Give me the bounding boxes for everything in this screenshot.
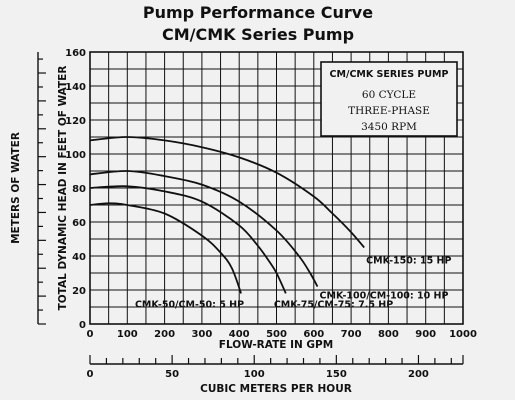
x-tick-label: 700: [341, 329, 362, 340]
y-axis-label: TOTAL DYNAMIC HEAD IN FEET OF WATER: [57, 66, 69, 311]
curve-labels: CMK-150: 15 HP CMK-100/CM-100: 10 HPCMK-7…: [135, 256, 452, 311]
grid-lines: [90, 52, 463, 324]
info-box-frame: [320, 61, 458, 137]
y-tick-labels: 0 20 40 60 80 100 120 140 160: [65, 48, 86, 331]
pump-curve: [89, 136, 365, 249]
x-tick-label: 100: [117, 329, 138, 340]
curve-label: CMK-75/CM-75: 7.5 HP: [274, 299, 393, 310]
x-tick-label: 900: [415, 329, 436, 340]
info-box: CM/CMK SERIES PUMP 60 CYCLE THREE-PHASE …: [320, 61, 458, 137]
cubic-meters-tick-label: 0: [87, 369, 94, 380]
cubic-meters-tick-label: 100: [244, 369, 265, 380]
curve-label: CMK-150: 15 HP: [366, 256, 451, 267]
info-box-line-cycle: 60 CYCLE: [362, 89, 416, 101]
y-tick-label: 80: [72, 184, 86, 195]
info-box-heading: CM/CMK SERIES PUMP: [330, 69, 449, 80]
x-tick-label: 200: [154, 329, 175, 340]
chart-subtitle: CM/CMK Series Pump: [162, 25, 354, 44]
info-box-line-phase: THREE-PHASE: [348, 105, 430, 117]
x-axis-label: FLOW-RATE IN GPM: [219, 339, 333, 351]
cubic-meters-axis: 0 50 100 150 200: [87, 355, 464, 380]
curve-label: CMK-100/CM-100: 10 HP: [320, 291, 449, 302]
y-tick-label: 120: [65, 116, 86, 127]
x-tick-label: 0: [87, 329, 94, 340]
cubic-meters-tick-label: 50: [165, 369, 179, 380]
x-tick-label: 500: [266, 329, 287, 340]
cubic-meters-axis-label: CUBIC METERS PER HOUR: [200, 383, 352, 395]
pump-curve: [89, 185, 287, 294]
cubic-meters-tick-label: 200: [408, 369, 429, 380]
x-tick-label: 300: [191, 329, 212, 340]
x-tick-label: 400: [229, 329, 250, 340]
y-tick-label: 100: [65, 150, 86, 161]
y-tick-label: 60: [72, 218, 86, 229]
y-tick-label: 160: [65, 48, 86, 59]
y-tick-label: 40: [72, 252, 86, 263]
y-tick-label: 140: [65, 82, 86, 93]
meters-axis-label: METERS OF WATER: [10, 132, 22, 244]
x-tick-labels: 0 100 200 300 400 500 600 700 800 900 1000: [87, 329, 477, 340]
x-tick-label: 1000: [449, 329, 477, 340]
y-tick-label: 20: [72, 286, 86, 297]
info-box-line-rpm: 3450 RPM: [361, 121, 417, 133]
x-tick-label: 600: [303, 329, 324, 340]
y-tick-label: 0: [79, 320, 86, 331]
meters-axis: [37, 52, 46, 325]
pump-curve: [89, 170, 319, 288]
cubic-meters-tick-label: 150: [326, 369, 347, 380]
pump-curve: [89, 202, 242, 294]
curve-label: CMK-50/CM-50: 5 HP: [135, 299, 244, 310]
x-tick-label: 800: [378, 329, 399, 340]
pump-curves: [89, 136, 365, 294]
chart-title: Pump Performance Curve: [143, 3, 373, 22]
